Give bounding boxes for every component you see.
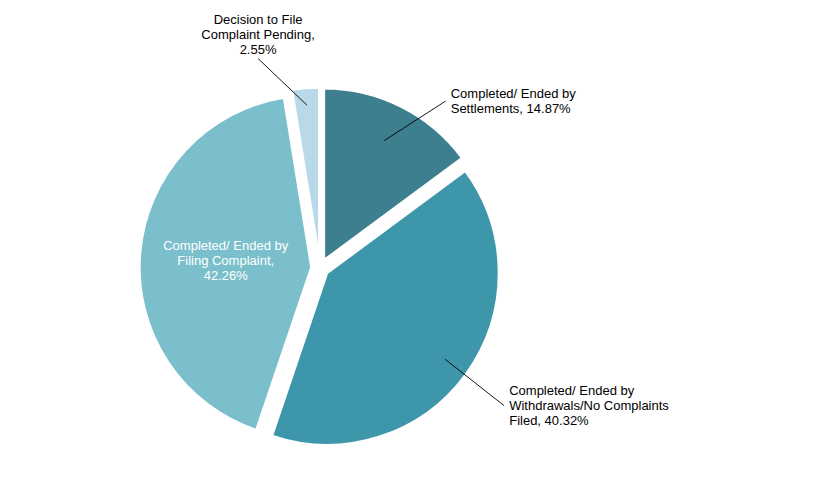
leader-line — [445, 359, 504, 405]
pie-slice — [292, 87, 319, 259]
pie-slice — [139, 97, 311, 430]
leader-line — [258, 59, 307, 106]
labels: Completed/ Ended bySettlements, 14.87% Co… — [163, 12, 669, 429]
slice-label: Decision to FileComplaint Pending,2.55% — [201, 12, 314, 57]
leader-line — [384, 101, 445, 140]
slice-label: Completed/ Ended byWithdrawals/No Compla… — [509, 383, 669, 428]
chart: Completed/ Ended bySettlements, 14.87% Co… — [0, 0, 819, 500]
chart-container: Completed/ Ended bySettlements, 14.87% Co… — [0, 0, 819, 500]
slice-label: Completed/ Ended byFiling Complaint,42.2… — [163, 238, 289, 283]
pie-slice — [272, 171, 499, 445]
background — [0, 0, 819, 500]
slices — [139, 87, 499, 445]
slice-label: Completed/ Ended bySettlements, 14.87% — [451, 86, 577, 116]
